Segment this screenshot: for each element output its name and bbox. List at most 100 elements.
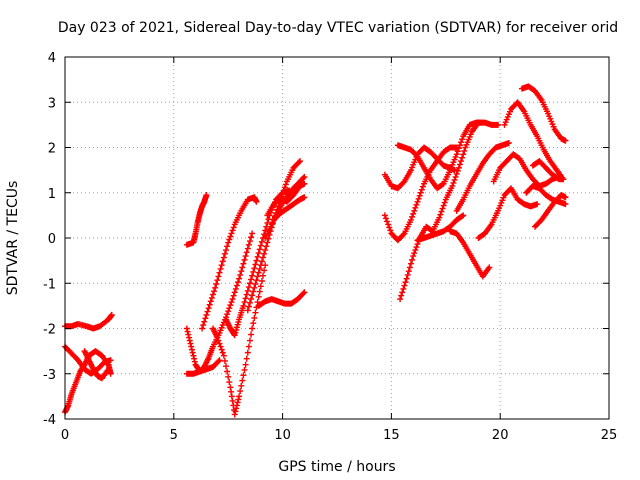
data-point: [234, 279, 241, 286]
data-point: [226, 379, 233, 386]
data-point: [456, 142, 463, 149]
series-arc-25: [501, 99, 567, 183]
data-point: [254, 299, 261, 306]
data-point: [254, 253, 261, 260]
data-point: [240, 302, 247, 309]
data-point: [236, 393, 243, 400]
data-point: [253, 257, 260, 264]
data-point: [229, 397, 236, 404]
data-point: [240, 260, 247, 267]
data-point: [264, 239, 271, 246]
data-point: [534, 201, 541, 208]
data-point: [185, 331, 192, 338]
data-point: [279, 190, 286, 197]
data-point: [411, 207, 418, 214]
data-point: [407, 216, 414, 223]
data-point: [386, 224, 393, 231]
data-point: [218, 262, 225, 269]
data-point: [190, 352, 197, 359]
data-point: [412, 247, 419, 254]
data-point: [411, 250, 418, 257]
data-point: [402, 279, 409, 286]
data-point: [246, 280, 253, 287]
series-arc-4: [81, 348, 112, 382]
data-point: [224, 243, 231, 250]
data-point: [413, 152, 420, 159]
data-point: [243, 249, 250, 256]
data-point: [255, 293, 262, 300]
data-point: [187, 340, 194, 347]
data-point: [407, 260, 414, 267]
data-point: [381, 212, 388, 219]
data-point: [206, 301, 213, 308]
data-point: [219, 258, 226, 265]
data-point: [238, 268, 245, 275]
data-point: [218, 346, 225, 353]
data-point: [460, 212, 467, 219]
data-point: [211, 288, 218, 295]
series-arc-15: [270, 194, 308, 223]
y-tick-label: -2: [43, 323, 56, 338]
data-point: [234, 399, 241, 406]
data-point: [202, 315, 209, 322]
series-arc-5: [183, 192, 210, 248]
data-point: [253, 277, 260, 284]
chart-title: Day 023 of 2021, Sidereal Day-to-day VTE…: [58, 20, 618, 36]
data-point: [239, 377, 246, 384]
data-point: [240, 372, 247, 379]
data-point: [450, 179, 457, 186]
data-point: [562, 137, 569, 144]
x-tick-label: 25: [601, 428, 618, 443]
data-point: [495, 121, 502, 128]
x-tick-label: 0: [61, 428, 69, 443]
data-point: [418, 186, 425, 193]
data-point: [460, 151, 467, 158]
data-point: [415, 195, 422, 202]
data-point: [300, 290, 307, 297]
data-point: [459, 136, 466, 143]
data-point: [244, 245, 251, 252]
data-point: [252, 309, 259, 316]
y-tick-labels: -4 -3 -2 -1 0 1 2 3 4: [43, 51, 56, 428]
data-point: [232, 408, 239, 415]
data-point: [244, 287, 251, 294]
data-point: [301, 180, 308, 187]
data-point: [107, 357, 114, 364]
y-tick-label: 4: [48, 51, 56, 66]
data-point: [230, 224, 237, 231]
data-point: [108, 311, 115, 318]
data-point: [385, 221, 392, 228]
data-point: [191, 358, 198, 365]
data-point: [249, 272, 256, 279]
data-point: [456, 161, 463, 168]
data-point: [486, 264, 493, 271]
data-point: [188, 343, 195, 350]
data-point: [436, 214, 443, 221]
data-point: [233, 402, 240, 409]
data-point: [382, 215, 389, 222]
data-point: [461, 147, 468, 154]
data-point: [262, 247, 269, 254]
series-arc-22: [453, 139, 512, 214]
data-point: [264, 219, 271, 226]
series-arc-8: [199, 194, 260, 332]
data-point: [255, 250, 262, 257]
x-tick-label: 20: [492, 428, 509, 443]
data-point: [188, 346, 195, 353]
series-arc-1: [62, 311, 115, 332]
series-arc-12: [255, 289, 308, 309]
data-point: [560, 176, 567, 183]
data-point: [183, 325, 190, 332]
data-point: [233, 282, 240, 289]
data-point: [241, 366, 248, 373]
series-arc-17: [381, 144, 460, 244]
data-point: [410, 210, 417, 217]
data-point: [281, 184, 288, 191]
data-point: [228, 299, 235, 306]
data-point: [223, 363, 230, 370]
data-point: [400, 179, 407, 186]
data-point: [226, 305, 233, 312]
data-point: [255, 269, 262, 276]
data-point: [243, 355, 250, 362]
data-point: [215, 273, 222, 280]
